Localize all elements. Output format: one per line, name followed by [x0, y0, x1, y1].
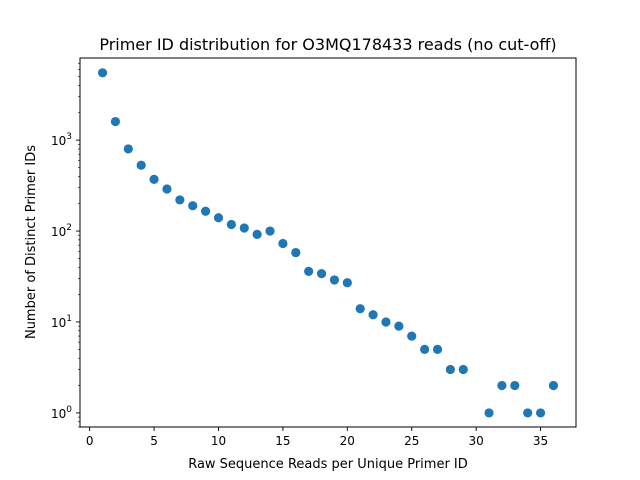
- data-point: [329, 275, 340, 285]
- x-tick-label: 35: [533, 434, 548, 448]
- data-point: [432, 344, 443, 354]
- y-tick-base: 10: [51, 134, 66, 148]
- data-point: [458, 364, 468, 375]
- data-point: [304, 266, 314, 276]
- data-point: [316, 269, 327, 279]
- y-tick-exponent: 3: [66, 132, 72, 142]
- chart-title: Primer ID distribution for O3MQ178433 re…: [99, 35, 556, 54]
- y-tick-label: 102: [51, 223, 72, 239]
- y-tick-label: 103: [51, 132, 72, 148]
- data-point: [239, 223, 249, 233]
- data-point: [188, 201, 198, 211]
- data-point: [342, 278, 352, 288]
- data-point: [252, 229, 262, 239]
- data-point: [201, 206, 211, 216]
- y-tick-exponent: 2: [66, 223, 72, 233]
- data-points: [97, 68, 559, 418]
- data-point: [510, 380, 520, 391]
- y-tick-exponent: 1: [66, 314, 72, 324]
- data-point: [175, 195, 185, 205]
- data-point: [420, 344, 430, 354]
- x-tick-label: 30: [469, 434, 484, 448]
- data-point: [149, 174, 159, 184]
- data-point: [213, 213, 224, 223]
- data-point: [368, 310, 378, 320]
- x-tick-label: 25: [404, 434, 419, 448]
- data-point: [381, 317, 391, 327]
- y-tick-base: 10: [51, 225, 66, 239]
- x-tick-label: 5: [150, 434, 158, 448]
- data-point: [278, 238, 288, 249]
- data-point: [535, 408, 546, 418]
- data-point: [497, 380, 507, 391]
- data-point: [523, 408, 533, 418]
- data-point: [484, 408, 494, 418]
- x-tick-label: 10: [211, 434, 226, 448]
- data-point: [355, 304, 365, 314]
- data-point: [394, 321, 404, 331]
- axes-frame: [79, 57, 577, 428]
- y-tick-base: 10: [51, 407, 66, 421]
- data-point: [226, 219, 236, 230]
- data-point: [445, 364, 455, 375]
- y-axis-label: Number of Distinct Primer IDs: [24, 145, 39, 339]
- data-point: [291, 247, 301, 258]
- data-point: [136, 160, 146, 170]
- data-point: [97, 68, 108, 78]
- x-tick-label: 20: [340, 434, 355, 448]
- data-point: [407, 331, 417, 341]
- data-point: [162, 184, 172, 194]
- x-tick-label: 15: [275, 434, 290, 448]
- data-point: [265, 226, 275, 236]
- y-tick-label: 101: [51, 314, 72, 330]
- data-point: [123, 144, 133, 154]
- y-tick-exponent: 0: [66, 405, 72, 415]
- x-axis-ticks: 0 5 10 15 20 25 30 35: [86, 427, 548, 448]
- x-axis-label: Raw Sequence Reads per Unique Primer ID: [188, 457, 468, 472]
- data-point: [548, 380, 559, 391]
- y-tick-base: 10: [51, 316, 66, 330]
- y-tick-label: 100: [51, 405, 72, 421]
- data-point: [110, 116, 121, 127]
- x-tick-label: 0: [86, 434, 94, 448]
